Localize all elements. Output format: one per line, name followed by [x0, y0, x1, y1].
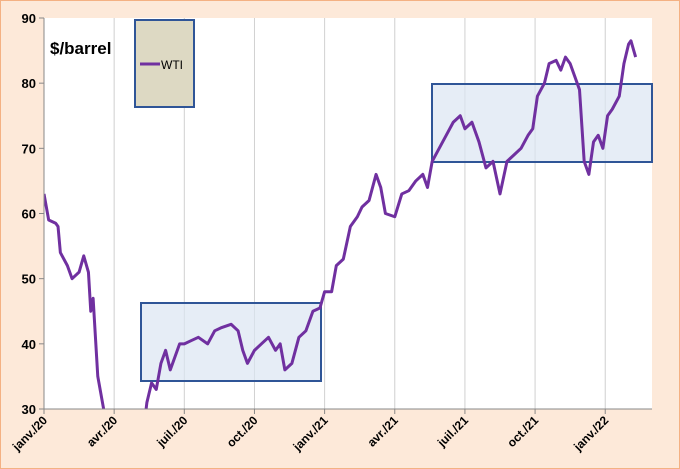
- y-axis-label: $/barrel: [50, 39, 111, 58]
- y-tick-label: 60: [22, 207, 36, 222]
- y-tick-label: 90: [22, 11, 36, 26]
- y-tick-label: 50: [22, 272, 36, 287]
- y-tick-label: 70: [22, 141, 36, 156]
- line-series: [44, 39, 638, 409]
- y-tick-label: 40: [22, 337, 36, 352]
- y-tick-label: 30: [22, 402, 36, 417]
- y-tick-label: 80: [22, 76, 36, 91]
- legend-label: WTI: [161, 58, 183, 72]
- highlight-box: [431, 83, 653, 163]
- highlight-box: [140, 302, 322, 382]
